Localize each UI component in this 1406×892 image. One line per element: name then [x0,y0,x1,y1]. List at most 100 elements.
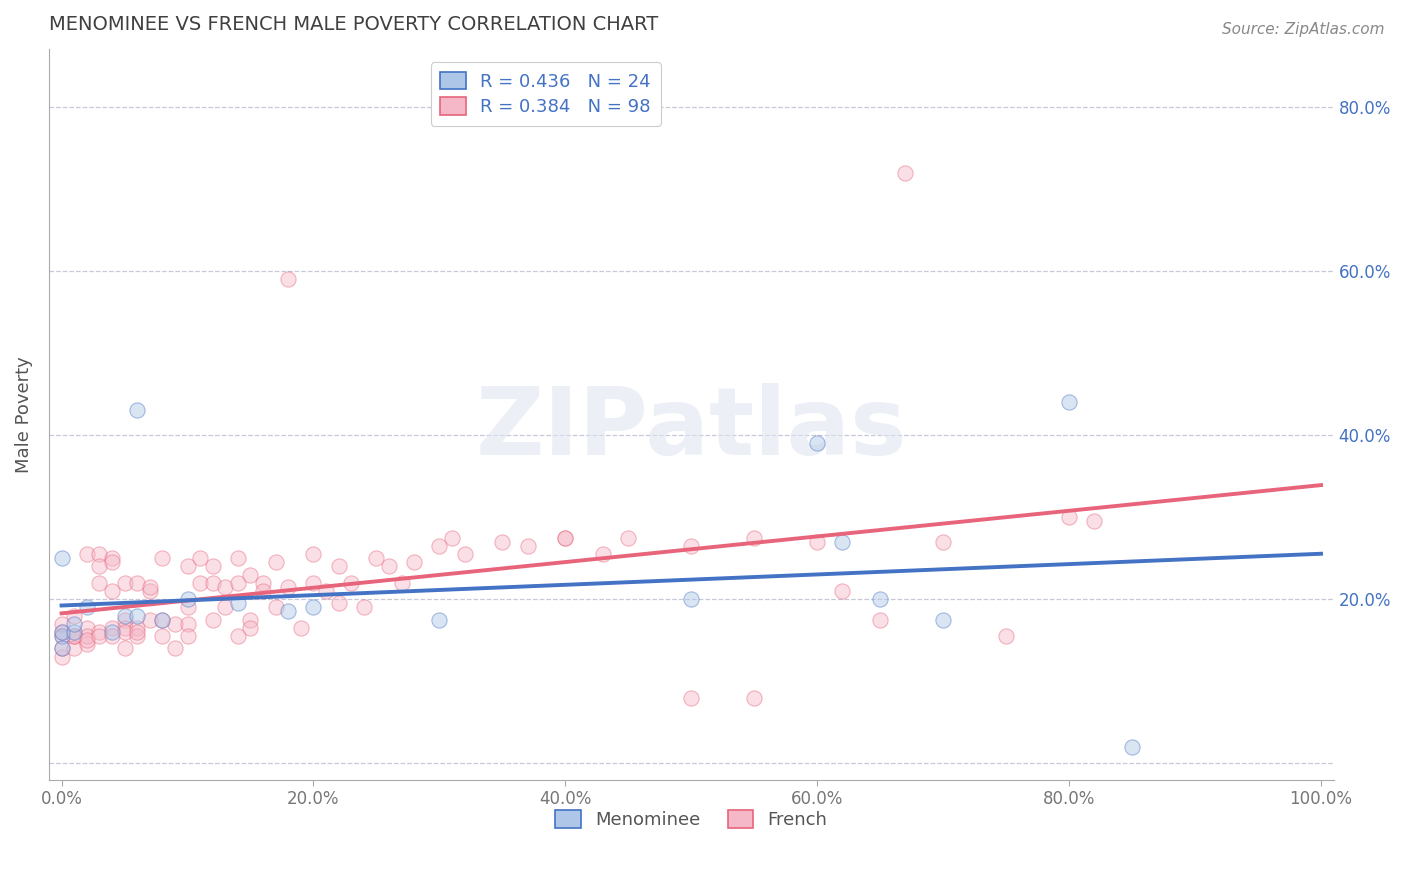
Point [51,624,73,639]
Point [252,575,274,590]
Point [176,559,198,574]
Point [76,633,98,648]
Point [176,629,198,643]
Point [1083,514,1105,528]
Point [114,575,136,590]
Point [995,629,1018,643]
Point [226,551,249,566]
Point [328,559,350,574]
Point [150,613,173,627]
Point [127,629,149,643]
Point [138,613,160,627]
Point [63,629,86,643]
Point [176,600,198,615]
Point [101,583,124,598]
Point [742,531,765,545]
Text: Source: ZipAtlas.com: Source: ZipAtlas.com [1222,22,1385,37]
Point [114,621,136,635]
Point [554,531,576,545]
Point [150,629,173,643]
Point [617,531,640,545]
Point [101,555,124,569]
Point [226,596,249,610]
Point [76,637,98,651]
Point [76,600,98,615]
Point [51,641,73,656]
Point [63,608,86,623]
Point [89,547,111,561]
Point [150,613,173,627]
Point [302,600,325,615]
Point [491,534,513,549]
Legend: Menominee, French: Menominee, French [548,803,834,837]
Point [869,592,891,607]
Point [404,555,426,569]
Point [51,616,73,631]
Point [101,624,124,639]
Point [101,621,124,635]
Point [188,551,211,566]
Point [315,583,337,598]
Point [277,580,299,594]
Point [201,575,224,590]
Point [63,641,86,656]
Point [226,575,249,590]
Point [932,613,955,627]
Point [239,613,262,627]
Point [114,608,136,623]
Point [681,690,703,705]
Point [89,575,111,590]
Point [277,272,299,286]
Text: ZIPatlas: ZIPatlas [475,384,907,475]
Point [114,624,136,639]
Point [51,624,73,639]
Point [101,629,124,643]
Point [831,583,853,598]
Point [440,531,463,545]
Point [89,624,111,639]
Point [127,403,149,417]
Point [806,534,828,549]
Point [302,575,325,590]
Point [252,583,274,598]
Point [176,616,198,631]
Point [114,641,136,656]
Point [63,629,86,643]
Point [163,641,186,656]
Point [127,575,149,590]
Point [516,539,538,553]
Point [76,629,98,643]
Point [76,621,98,635]
Point [681,592,703,607]
Point [176,592,198,607]
Point [681,539,703,553]
Point [51,551,73,566]
Point [290,621,312,635]
Point [264,555,287,569]
Point [138,583,160,598]
Point [63,616,86,631]
Point [328,596,350,610]
Point [742,690,765,705]
Point [89,559,111,574]
Point [806,436,828,450]
Point [127,621,149,635]
Point [63,624,86,639]
Point [378,559,401,574]
Point [429,613,451,627]
Point [150,551,173,566]
Point [127,624,149,639]
Point [163,616,186,631]
Point [429,539,451,553]
Point [239,567,262,582]
Point [127,608,149,623]
Point [201,613,224,627]
Point [201,559,224,574]
Point [1057,510,1080,524]
Point [869,613,891,627]
Point [89,629,111,643]
Point [831,534,853,549]
Point [214,600,236,615]
Point [353,600,375,615]
Point [264,600,287,615]
